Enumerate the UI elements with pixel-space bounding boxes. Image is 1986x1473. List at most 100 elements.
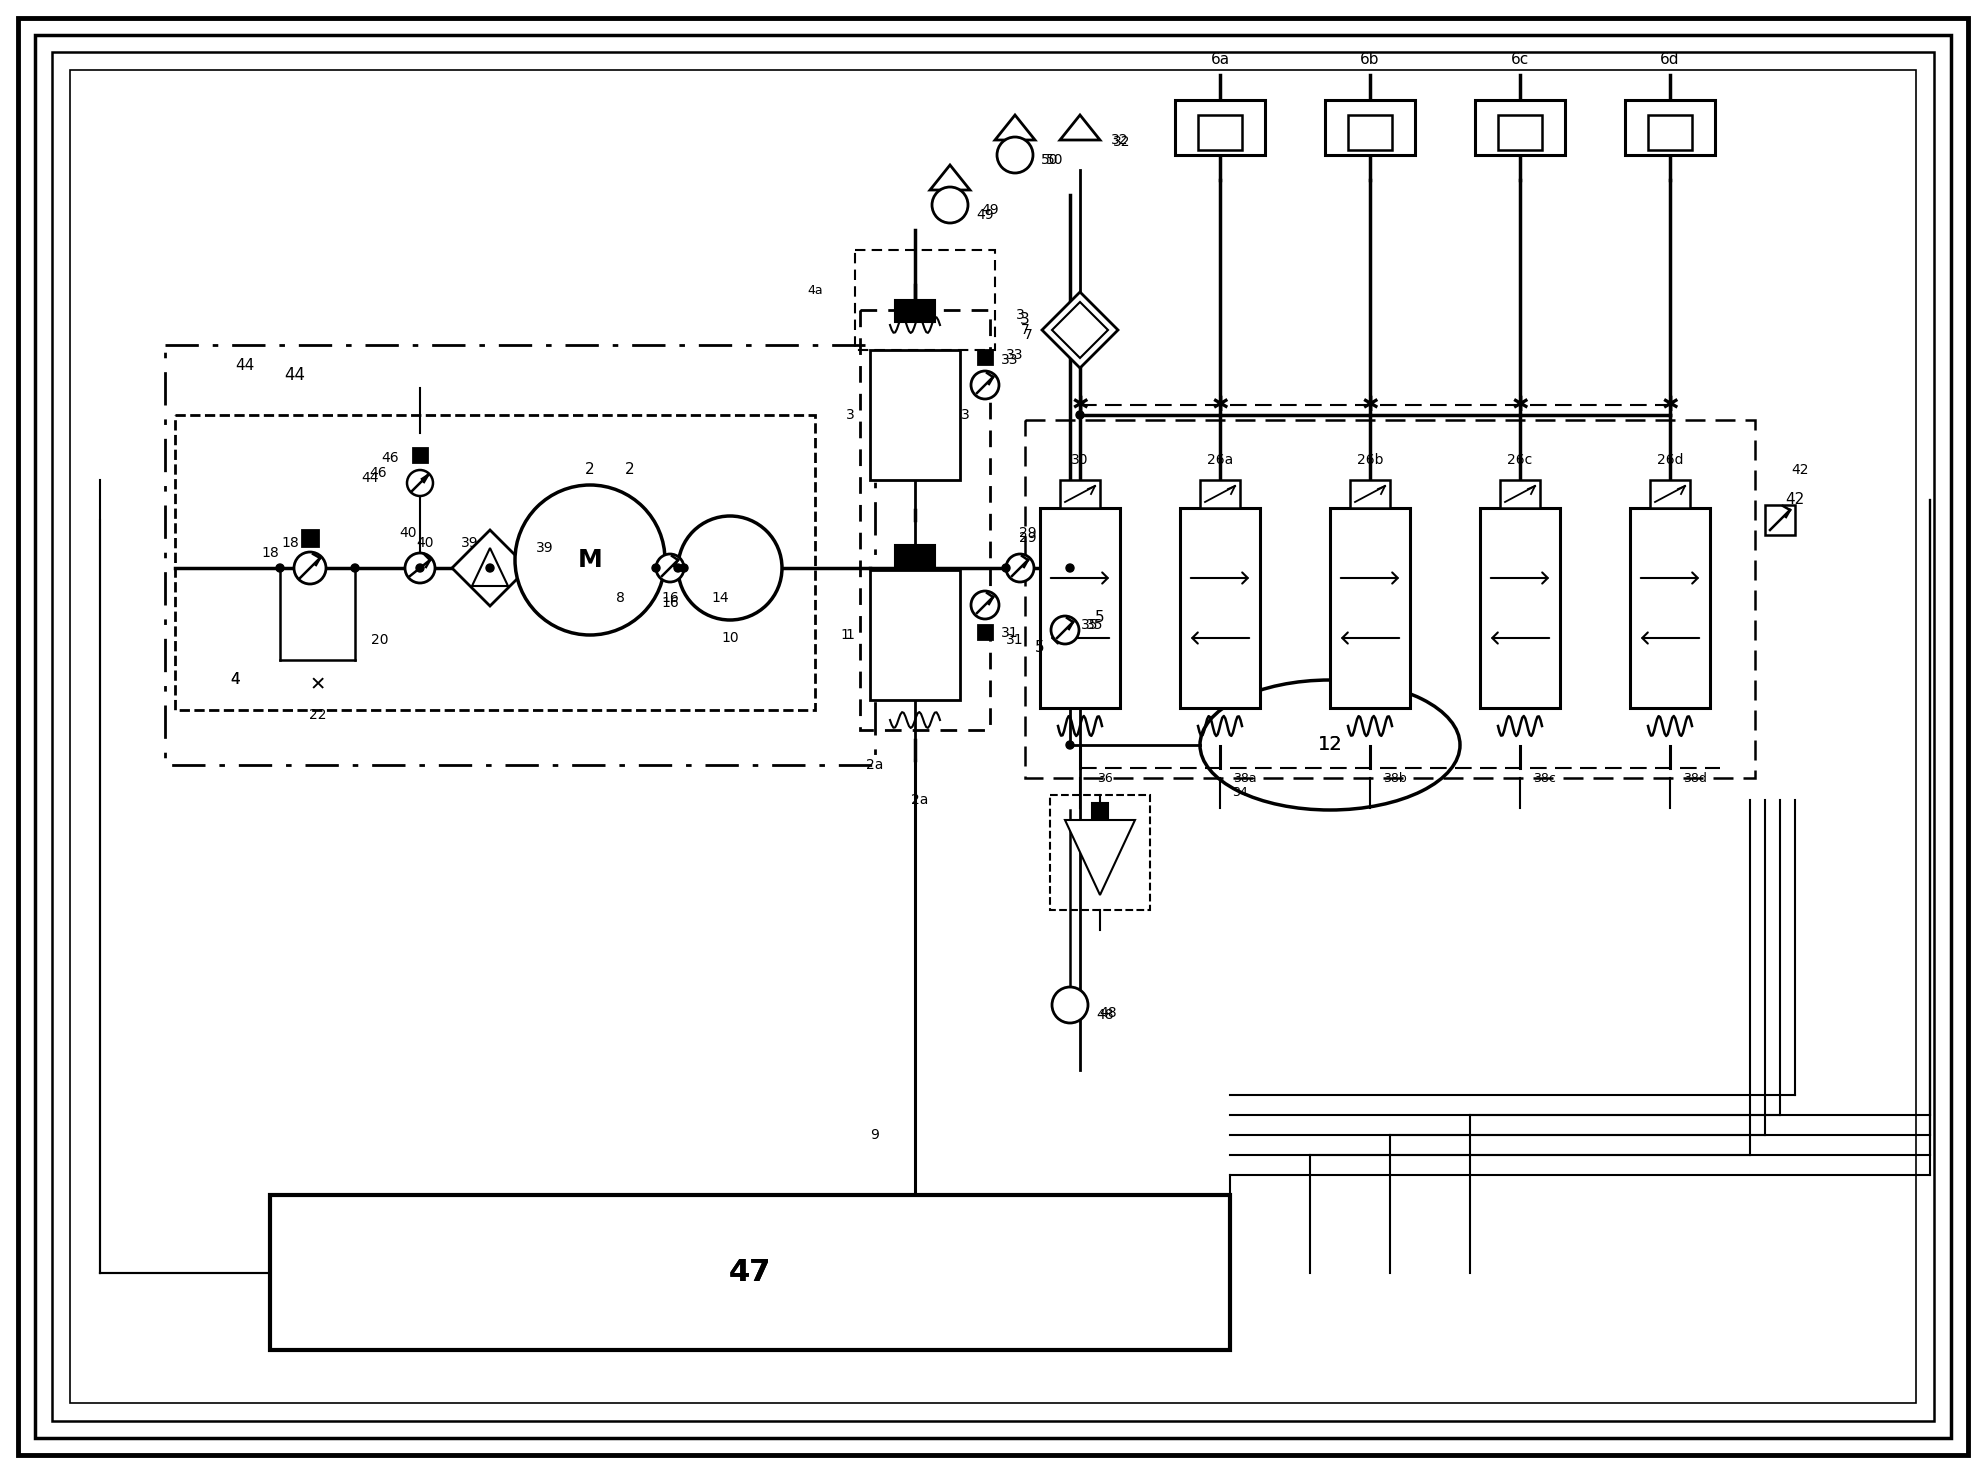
Text: 6d: 6d [1660, 53, 1680, 68]
Bar [860, 309, 989, 731]
Text: 29: 29 [1019, 530, 1037, 545]
Text: 35: 35 [1080, 619, 1098, 632]
Bar [175, 415, 814, 710]
Text: 26c: 26c [1507, 454, 1533, 467]
Bar [870, 570, 959, 700]
Circle shape [276, 564, 284, 572]
Bar [1331, 508, 1410, 709]
Circle shape [407, 470, 433, 496]
Text: 44: 44 [284, 365, 306, 384]
Ellipse shape [1200, 681, 1460, 810]
Bar [1041, 508, 1120, 709]
Text: 10: 10 [721, 630, 739, 645]
Polygon shape [453, 530, 528, 605]
Bar [977, 625, 991, 639]
Text: 4a: 4a [806, 283, 822, 296]
Text: 12: 12 [1317, 735, 1343, 754]
Bar [1480, 508, 1559, 709]
Text: 47: 47 [729, 1258, 771, 1287]
Bar [1176, 100, 1265, 155]
Circle shape [651, 564, 659, 572]
Bar [1650, 480, 1690, 508]
Polygon shape [473, 548, 508, 586]
Bar [1631, 508, 1710, 709]
Bar [896, 300, 935, 323]
Text: ✱: ✱ [1360, 395, 1378, 415]
Polygon shape [1043, 292, 1118, 368]
Bar [1497, 115, 1541, 150]
Circle shape [514, 485, 665, 635]
Text: 3: 3 [1021, 312, 1031, 327]
Text: 16: 16 [661, 591, 679, 605]
Bar [1625, 100, 1716, 155]
Polygon shape [995, 115, 1035, 140]
Text: 26b: 26b [1356, 454, 1384, 467]
Text: 6c: 6c [1511, 53, 1529, 68]
Text: 6a: 6a [1209, 53, 1229, 68]
Text: 49: 49 [977, 208, 993, 222]
Text: 38d: 38d [1682, 772, 1706, 785]
Text: 1: 1 [846, 627, 854, 642]
Bar [1061, 480, 1100, 508]
Text: 7: 7 [1023, 328, 1033, 342]
Text: 38c: 38c [1533, 772, 1557, 785]
Text: 33: 33 [1001, 354, 1019, 367]
Circle shape [487, 564, 495, 572]
Circle shape [971, 371, 999, 399]
Text: 49: 49 [981, 203, 999, 217]
Circle shape [1066, 564, 1074, 572]
Text: 48: 48 [1098, 1006, 1116, 1019]
Circle shape [677, 516, 782, 620]
Text: 18: 18 [260, 546, 278, 560]
Text: 34: 34 [1231, 787, 1247, 800]
Bar [413, 448, 427, 463]
Polygon shape [1061, 115, 1100, 140]
Text: 2: 2 [626, 463, 636, 477]
Text: 44: 44 [361, 471, 379, 485]
Text: 46: 46 [369, 465, 387, 480]
Circle shape [971, 591, 999, 619]
Text: 12: 12 [1317, 735, 1343, 754]
Bar [870, 351, 959, 480]
Bar [1499, 480, 1539, 508]
Text: 30: 30 [1070, 454, 1088, 467]
Polygon shape [1053, 302, 1108, 358]
Text: 44: 44 [236, 358, 254, 373]
Bar [1325, 100, 1414, 155]
Text: 20: 20 [371, 633, 389, 647]
Bar [1476, 100, 1565, 155]
Text: 32: 32 [1112, 133, 1128, 147]
Text: 38b: 38b [1382, 772, 1406, 785]
Text: 2: 2 [586, 463, 596, 477]
Text: 18: 18 [282, 536, 298, 549]
Circle shape [352, 564, 359, 572]
Text: 50: 50 [1047, 153, 1064, 166]
Bar [1766, 505, 1795, 535]
Text: 4: 4 [230, 673, 240, 688]
Bar [1198, 115, 1241, 150]
Circle shape [931, 187, 967, 222]
Text: 4: 4 [230, 673, 240, 688]
Bar [270, 1195, 1229, 1349]
Text: 3: 3 [846, 408, 854, 421]
Bar [1025, 420, 1756, 778]
Circle shape [405, 552, 435, 583]
Text: 3: 3 [1015, 308, 1025, 323]
Text: 3: 3 [961, 408, 969, 421]
Circle shape [1076, 411, 1084, 418]
Text: 6b: 6b [1360, 53, 1380, 68]
Text: 33: 33 [1007, 348, 1023, 362]
Text: 5: 5 [1035, 641, 1045, 655]
Text: 9: 9 [870, 1128, 880, 1142]
Circle shape [1053, 987, 1088, 1024]
Text: 48: 48 [1096, 1008, 1114, 1022]
Circle shape [997, 137, 1033, 172]
Text: 16: 16 [661, 597, 679, 610]
Text: 42: 42 [1785, 492, 1805, 508]
Text: 46: 46 [381, 451, 399, 465]
Text: ✱: ✱ [1511, 395, 1529, 415]
Text: 1: 1 [840, 627, 850, 642]
Circle shape [1051, 616, 1078, 644]
Bar [302, 530, 318, 546]
Bar [1200, 480, 1239, 508]
